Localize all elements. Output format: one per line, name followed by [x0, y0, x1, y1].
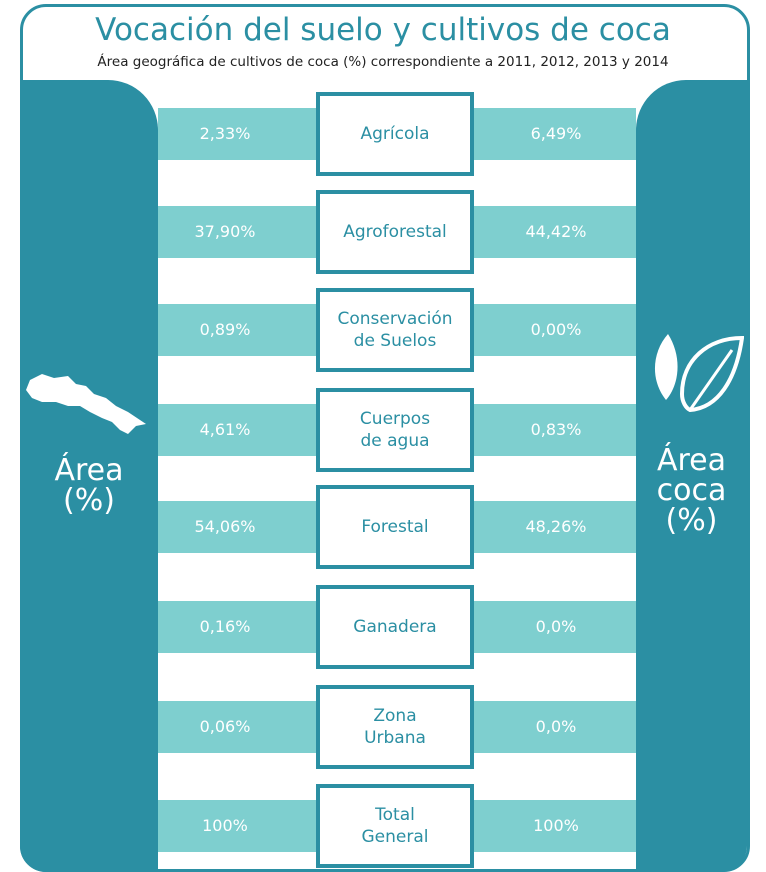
coca-value: 0,0%: [535, 617, 577, 636]
panel-label: (%): [63, 483, 115, 518]
area-value: 100%: [202, 816, 248, 835]
category-box: Conservación de Suelos: [316, 288, 474, 372]
category-label: Total: [375, 805, 415, 825]
category-label: Cuerpos: [359, 409, 431, 429]
category-label: de Suelos: [353, 331, 437, 351]
category-box: Agroforestal: [316, 190, 474, 274]
area-value: 4,61%: [199, 420, 251, 439]
panel-label: (%): [665, 503, 718, 538]
coca-value: 44,42%: [525, 222, 587, 241]
coca-value: 0,0%: [535, 717, 577, 736]
coca-value: 0,00%: [530, 320, 582, 339]
category-box: Total General: [316, 784, 474, 868]
category-label: Forestal: [361, 517, 429, 537]
category-box: Cuerpos de agua: [316, 388, 474, 472]
category-label: de agua: [360, 431, 430, 451]
panel-label: coca: [656, 473, 727, 508]
category-box: Ganadera: [316, 585, 474, 669]
area-value: 37,90%: [194, 222, 256, 241]
area-value: 0,89%: [199, 320, 251, 339]
area-value: 2,33%: [199, 124, 251, 143]
area-value: 0,06%: [199, 717, 251, 736]
category-label: Zona: [373, 706, 417, 726]
category-label: Agrícola: [360, 124, 430, 144]
panel-label: Área: [54, 453, 124, 488]
left-panel: Área (%): [20, 80, 158, 872]
category-box: Forestal: [316, 485, 474, 569]
coca-value: 0,83%: [530, 420, 582, 439]
category-label: Urbana: [364, 728, 426, 748]
panel-label: Área: [656, 443, 727, 478]
leaf-icon: [654, 334, 744, 413]
category-label: General: [361, 827, 429, 847]
area-value: 54,06%: [194, 517, 256, 536]
title: Vocación del suelo y cultivos de coca: [95, 12, 671, 48]
subtitle: Área geográfica de cultivos de coca (%) …: [97, 54, 669, 70]
right-panel: Área coca (%): [636, 80, 747, 872]
area-value: 0,16%: [199, 617, 251, 636]
category-label: Agroforestal: [343, 222, 447, 242]
coca-value: 48,26%: [525, 517, 587, 536]
category-box: Agrícola: [316, 92, 474, 176]
coca-value: 100%: [533, 816, 579, 835]
category-label: Ganadera: [353, 617, 437, 637]
category-box: Zona Urbana: [316, 685, 474, 769]
coca-value: 6,49%: [530, 124, 582, 143]
category-label: Conservación: [337, 309, 453, 329]
map-icon: [26, 374, 146, 434]
